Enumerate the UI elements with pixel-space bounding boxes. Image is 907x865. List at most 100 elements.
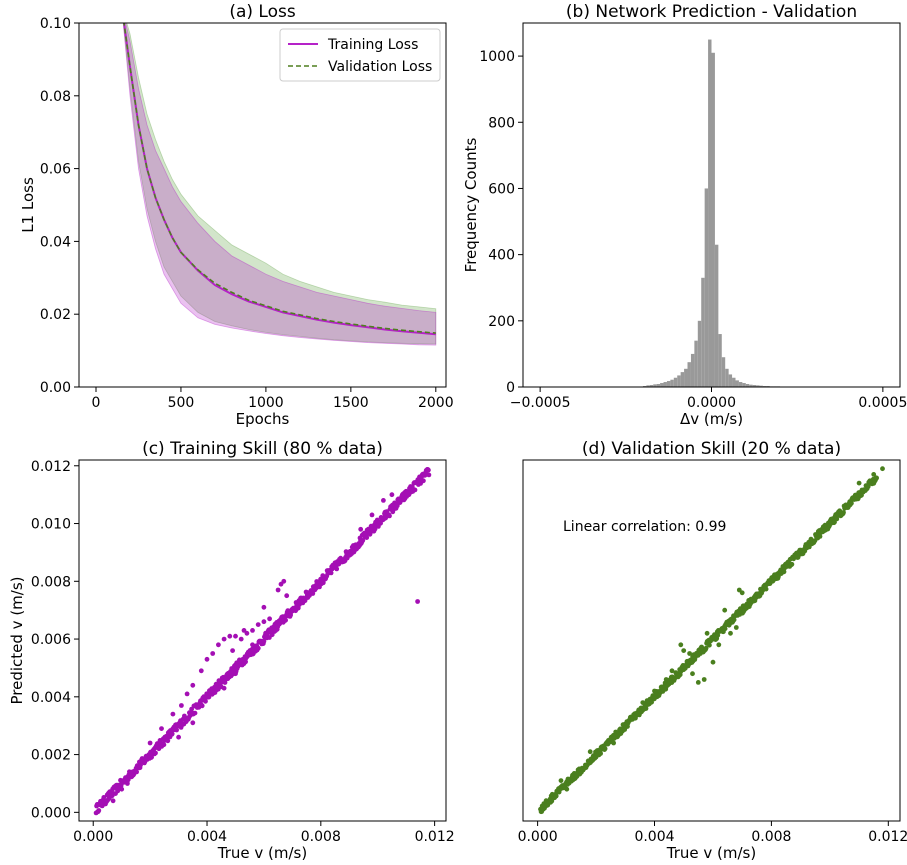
scatter-point — [426, 467, 431, 473]
plot-area — [122, 23, 437, 346]
scatter-point — [105, 792, 110, 798]
plot-area — [642, 39, 781, 388]
scatter-point — [649, 699, 654, 705]
panel-b-histogram: −0.0005 0.0000 0.0005 0 200 400 600 800 1000 (b) … — [462, 2, 907, 428]
correlation-annotation: Linear correlation: 0.99 — [563, 519, 726, 535]
scatter-point — [101, 795, 107, 800]
scatter-point — [364, 535, 370, 540]
scatter-point — [96, 808, 102, 813]
y-tick-label: 0.008 — [31, 574, 71, 590]
scatter-point — [731, 617, 737, 623]
scatter-point — [733, 625, 739, 630]
scatter-point — [261, 639, 267, 644]
histogram-bar — [749, 384, 753, 387]
scatter-point — [328, 570, 334, 576]
histogram-bar — [759, 385, 763, 387]
plot-area — [93, 467, 432, 816]
y-tick-label: 400 — [488, 248, 515, 264]
legend: Training Loss Validation Loss — [279, 28, 441, 82]
x-tick-label: 0.012 — [868, 829, 907, 845]
scatter-point — [381, 498, 386, 503]
scatter-point — [716, 642, 722, 648]
y-tick-label: 0.000 — [31, 805, 71, 821]
scatter-point — [190, 682, 196, 688]
scatter-point — [704, 630, 710, 636]
histogram-bar — [735, 380, 739, 387]
scatter-point — [255, 622, 261, 627]
y-tick-label: 0.002 — [31, 748, 71, 764]
y-tick-label: 0 — [506, 380, 515, 396]
histogram-bar — [653, 384, 657, 387]
y-tick-label: 0.006 — [31, 632, 71, 648]
histogram-bar — [656, 384, 661, 387]
y-tick-label: 0.02 — [40, 307, 71, 323]
chart-title: (a) Loss — [229, 2, 296, 22]
histogram-bar — [680, 372, 685, 387]
scatter-point — [255, 645, 261, 651]
legend-label: Validation Loss — [328, 59, 432, 75]
histogram-bar — [666, 381, 671, 387]
scatter-point — [320, 580, 326, 586]
histogram-bar — [725, 368, 729, 387]
scatter-point — [110, 798, 116, 804]
y-tick-label: 0.08 — [40, 89, 71, 105]
scatter-point — [149, 754, 155, 760]
histogram-bar — [745, 384, 750, 387]
scatter-point — [192, 710, 198, 716]
scatter-point — [190, 720, 196, 726]
scatter-point — [334, 566, 340, 572]
scatter-point — [415, 599, 420, 604]
scatter-point — [169, 731, 175, 737]
scatter-point — [553, 793, 559, 799]
x-axis-label: Epochs — [236, 410, 290, 428]
histogram-bar — [660, 383, 664, 387]
histogram-bar — [742, 383, 746, 387]
scatter-point — [841, 510, 846, 515]
scatter-point — [221, 636, 227, 642]
y-tick-label: 800 — [488, 115, 515, 131]
chart-title: (b) Network Prediction - Validation — [566, 2, 857, 22]
scatter-point — [284, 593, 290, 599]
chart-title: (d) Validation Skill (20 % data) — [582, 439, 841, 459]
scatter-point — [198, 668, 204, 674]
y-tick-label: 0.10 — [40, 16, 71, 32]
panel-d-validation-skill: 0.000 0.004 0.008 0.012 (d) Validation Skill… — [518, 439, 907, 862]
x-tick-label: 0.0000 — [687, 395, 736, 411]
scatter-point — [227, 633, 233, 639]
scatter-point — [261, 619, 267, 625]
scatter-point — [611, 740, 616, 746]
scatter-point — [421, 478, 426, 484]
x-axis-label: True v (m/s) — [666, 844, 756, 862]
y-tick-label: 1000 — [479, 49, 515, 65]
scatter-point — [281, 578, 287, 584]
y-tick-label: 0.004 — [31, 690, 71, 706]
scatter-point — [147, 740, 153, 746]
histogram-bar — [673, 377, 678, 387]
x-tick-label: 1000 — [248, 395, 284, 411]
plot-frame — [78, 22, 447, 388]
scatter-point — [678, 642, 684, 648]
scatter-point — [275, 587, 281, 593]
histogram-bar — [694, 340, 698, 387]
scatter-point — [871, 472, 877, 477]
scatter-point — [669, 668, 675, 674]
scatter-point — [703, 645, 709, 651]
x-tick-label: 0.004 — [634, 829, 674, 845]
scatter-point — [663, 677, 669, 682]
scatter-point — [695, 680, 701, 685]
scatter-point — [602, 746, 608, 752]
scatter-point — [412, 487, 418, 493]
scatter-point — [369, 512, 375, 518]
validation-loss-line — [123, 23, 436, 334]
scatter-point — [230, 648, 236, 653]
histogram-bar — [663, 382, 667, 387]
plot-frame — [522, 459, 901, 822]
y-axis-label: Predicted v (m/s) — [8, 576, 26, 704]
scatter-point — [233, 633, 238, 639]
y-tick-label: 0.04 — [40, 234, 71, 250]
scatter-point — [426, 472, 432, 478]
plot-area — [538, 466, 885, 815]
panel-a-loss: 0 500 1000 1500 2000 0.00 0.02 0.04 0.06 0.08 0.10… — [19, 2, 454, 428]
x-tick-label: 500 — [168, 395, 195, 411]
